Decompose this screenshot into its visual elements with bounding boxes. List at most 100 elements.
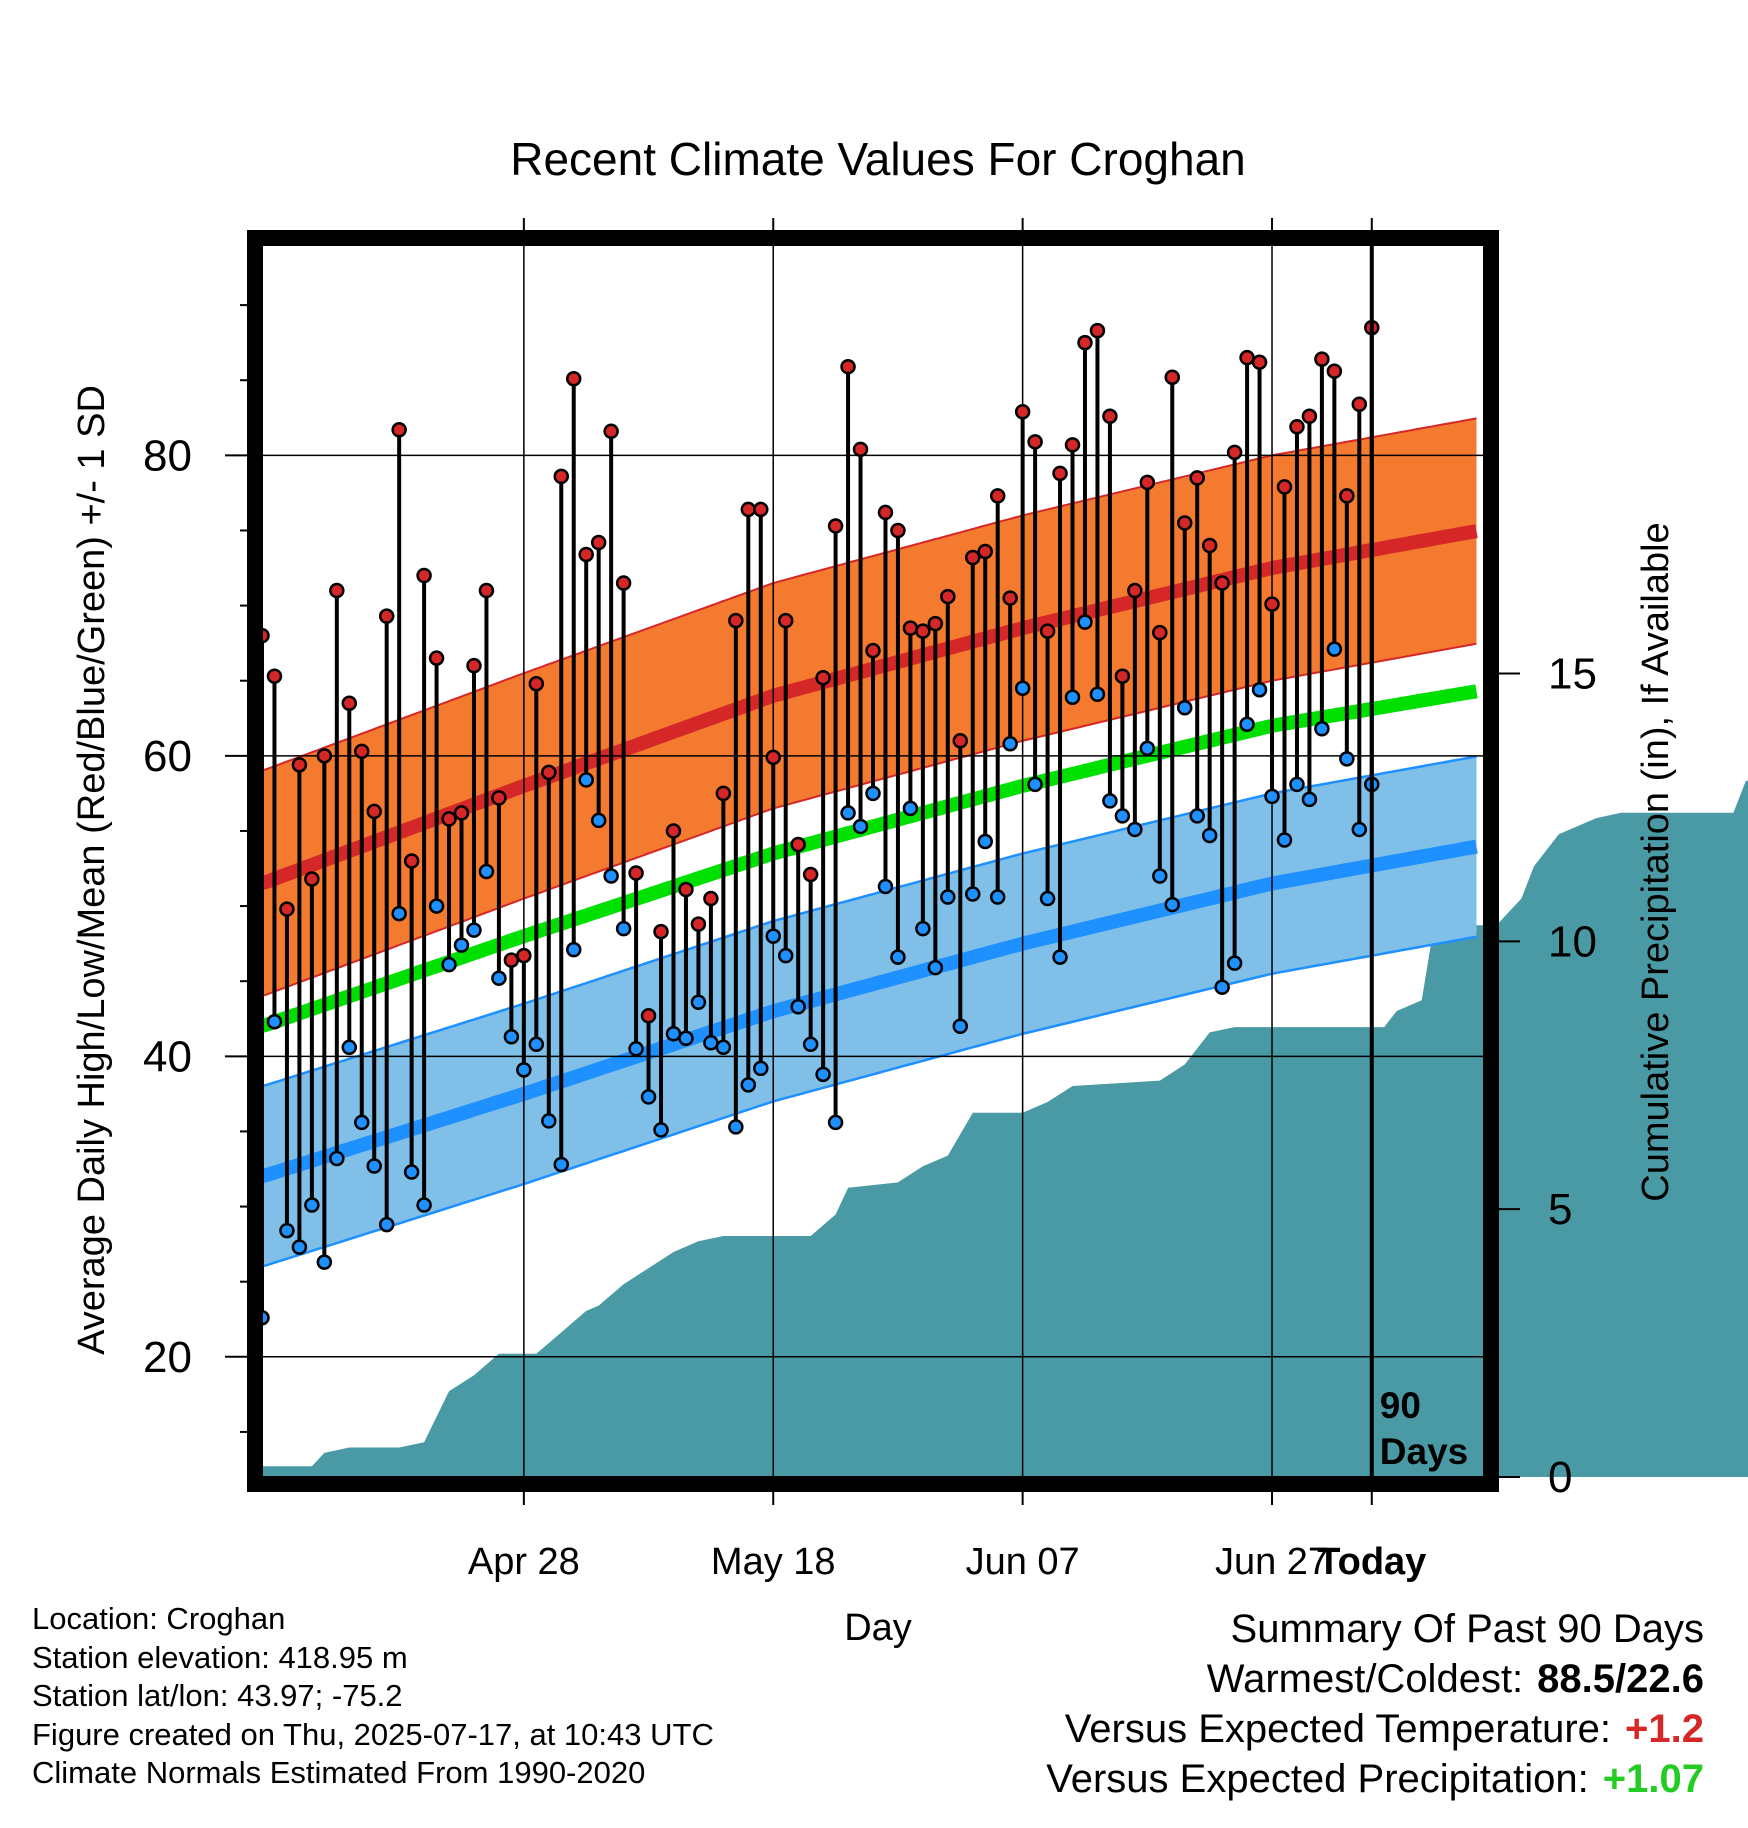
daily-low-point [1301, 791, 1318, 808]
daily-low-point [528, 1036, 545, 1053]
warm-cold-label: Warmest/Coldest: [1206, 1657, 1524, 1701]
daily-high-point [391, 422, 407, 438]
daily-low-point [1102, 793, 1118, 809]
y2-tick-label: 5 [1548, 1185, 1572, 1234]
daily-high-point [279, 901, 295, 917]
daily-low-point [516, 1062, 532, 1078]
daily-low-point [640, 1089, 657, 1105]
daily-high-point [366, 803, 382, 820]
y2-axis-label: Cumulative Precipitation (in), If Availa… [1635, 522, 1677, 1201]
daily-high-point [790, 836, 806, 853]
daily-low-point [1189, 808, 1205, 824]
daily-high-point [815, 669, 831, 686]
daily-low-point [777, 947, 794, 964]
daily-low-point [1114, 808, 1131, 824]
daily-high-point [827, 518, 844, 534]
daily-low-point [902, 800, 919, 817]
daily-low-point [503, 1029, 520, 1045]
daily-high-point [1164, 369, 1181, 385]
daily-high-point [329, 582, 345, 599]
daily-low-point [416, 1197, 432, 1213]
y2-tick-label: 0 [1548, 1453, 1572, 1502]
daily-low-point [940, 889, 956, 905]
daily-high-point [1064, 437, 1081, 453]
daily-low-point [628, 1041, 644, 1057]
daily-low-point [378, 1216, 395, 1233]
daily-high-point [1226, 444, 1243, 461]
daily-high-point [753, 501, 769, 518]
daily-low-point [1351, 821, 1368, 838]
daily-low-point [802, 1036, 819, 1053]
daily-low-point [1226, 955, 1243, 971]
daily-high-point [902, 620, 919, 636]
daily-high-point [1251, 354, 1268, 370]
daily-low-point [915, 920, 931, 937]
precip-area [262, 780, 1748, 1477]
daily-high-point [977, 543, 993, 560]
daily-low-point [1314, 721, 1330, 737]
daily-low-point [1064, 689, 1081, 705]
y-tick-label: 80 [143, 431, 192, 480]
daily-low-point [1289, 776, 1305, 793]
daily-high-point [877, 504, 894, 521]
x-tick-label: Today [1317, 1541, 1426, 1583]
daily-high-point [927, 615, 944, 632]
summary-precip-row: Versus Expected Precipitation: +1.07 [1046, 1754, 1704, 1804]
daily-low-point [1002, 736, 1018, 752]
temp-anomaly-value: +1.2 [1625, 1707, 1704, 1751]
daily-high-point [1351, 396, 1368, 413]
daily-low-point [665, 1026, 682, 1042]
daily-high-point [628, 865, 644, 881]
daily-high-point [728, 612, 744, 629]
daily-high-point [1077, 334, 1093, 351]
daily-high-point [291, 757, 308, 773]
daily-high-point [940, 588, 956, 605]
temp-label: Versus Expected Temperature: [1064, 1707, 1612, 1751]
daily-low-point [852, 818, 869, 835]
daily-high-point [840, 358, 856, 375]
daily-low-point [840, 805, 856, 821]
daily-low-point [790, 998, 806, 1015]
daily-high-point [1214, 575, 1230, 591]
daily-high-point [428, 650, 445, 666]
daily-low-point [1214, 979, 1230, 995]
x-tick-label: Jun 27 [1215, 1541, 1329, 1583]
normals-text: Climate Normals Estimated From 1990-2020 [32, 1755, 646, 1790]
daily-high-point [553, 468, 570, 485]
daily-high-point [1052, 465, 1068, 482]
daily-low-point [1326, 641, 1343, 657]
daily-low-point [1164, 896, 1181, 913]
daily-high-point [965, 549, 981, 566]
daily-low-point [890, 949, 906, 965]
daily-high-point [952, 733, 969, 749]
x-tick-label: Apr 28 [468, 1541, 580, 1583]
daily-low-point [678, 1030, 694, 1047]
daily-high-point [528, 675, 545, 692]
daily-high-point [1339, 488, 1355, 504]
daily-high-point [665, 823, 682, 839]
daily-high-point [615, 575, 632, 591]
daily-low-point [491, 970, 507, 986]
daily-low-point [466, 922, 482, 938]
daily-low-point [1339, 751, 1355, 767]
summary-temp-row: Versus Expected Temperature: +1.2 [1046, 1704, 1704, 1754]
daily-low-point [590, 812, 607, 829]
daily-low-point [565, 941, 582, 958]
daily-low-point [1239, 716, 1255, 733]
daily-low-point [403, 1164, 420, 1180]
x-axis-label: Day [844, 1607, 912, 1649]
daily-low-point [1089, 686, 1106, 702]
low-normal-line [254, 839, 1478, 1184]
daily-high-point [1276, 479, 1293, 495]
daily-high-point [740, 501, 757, 518]
precip-label: Versus Expected Precipitation: [1046, 1757, 1589, 1801]
daily-high-point [690, 916, 707, 932]
daily-high-point [1089, 322, 1106, 339]
daily-low-point [453, 937, 470, 953]
y-axis-label: Average Daily High/Low/Mean (Red/Blue/Gr… [71, 385, 113, 1355]
daily-high-point [441, 811, 457, 827]
daily-low-point [304, 1197, 320, 1213]
daily-low-point [965, 886, 981, 902]
today-marker-label: Days [1380, 1431, 1468, 1472]
daily-high-point [1301, 408, 1318, 425]
